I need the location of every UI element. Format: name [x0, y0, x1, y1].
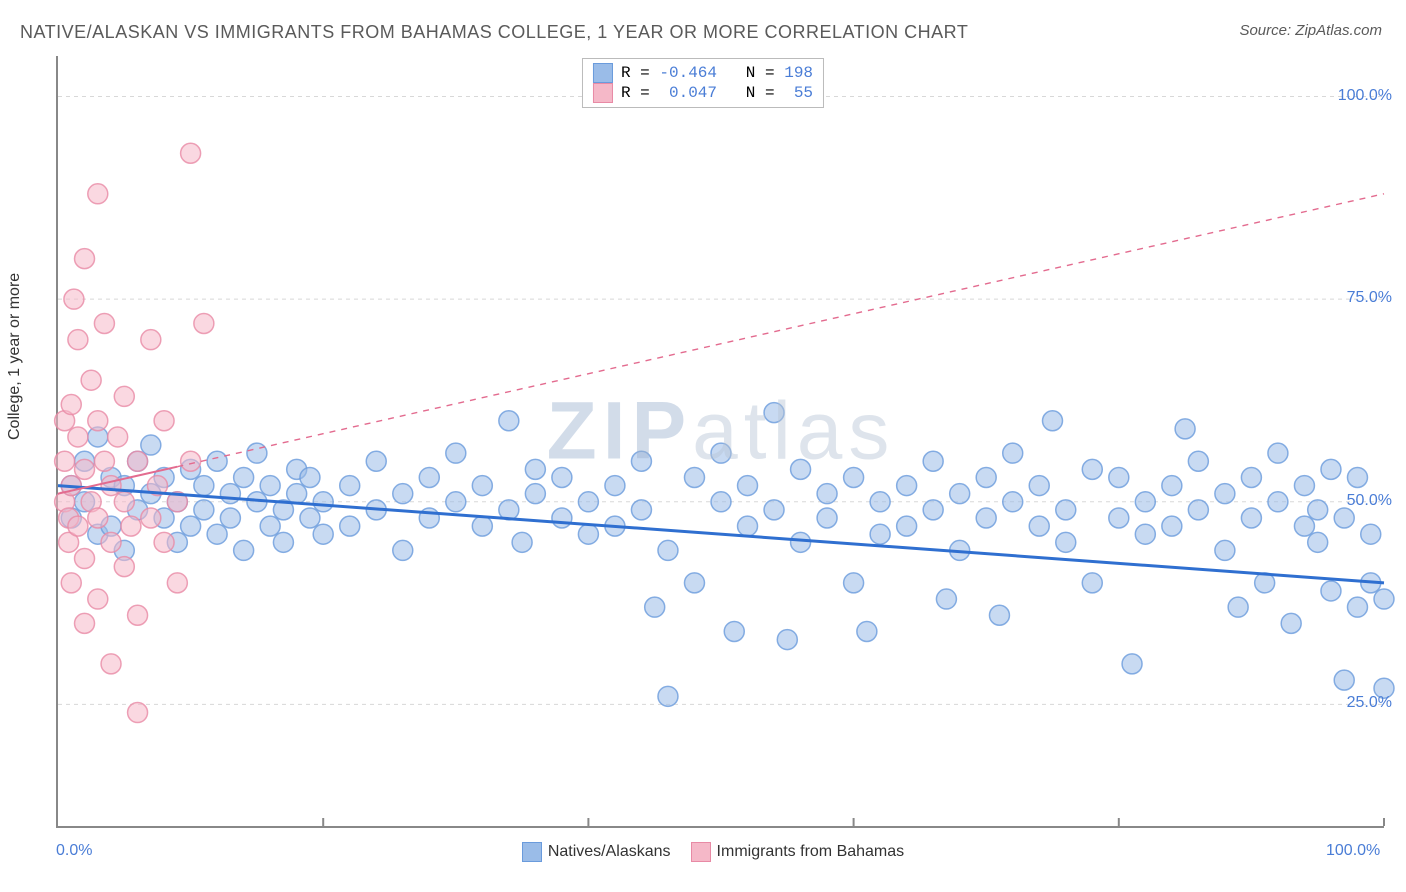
- y-axis-label: College, 1 year or more: [6, 273, 24, 440]
- y-tick-label: 25.0%: [1347, 694, 1392, 712]
- y-tick-label: 50.0%: [1347, 492, 1392, 510]
- legend-swatch: [522, 842, 542, 862]
- legend-swatch: [593, 83, 613, 103]
- plot-svg: [58, 56, 1384, 826]
- source-attribution: Source: ZipAtlas.com: [1239, 22, 1382, 39]
- legend-label: Natives/Alaskans: [548, 843, 671, 860]
- plot-area: ZIPatlas: [56, 56, 1384, 828]
- legend-stat-row: R = 0.047 N = 55: [593, 83, 813, 103]
- legend-swatch: [593, 63, 613, 83]
- legend-label: Immigrants from Bahamas: [717, 843, 905, 860]
- legend-swatch: [691, 842, 711, 862]
- legend-bottom: Natives/Alaskans Immigrants from Bahamas: [0, 842, 1406, 862]
- chart-container: NATIVE/ALASKAN VS IMMIGRANTS FROM BAHAMA…: [0, 0, 1406, 892]
- legend-stats-box: R = -0.464 N = 198R = 0.047 N = 55: [582, 58, 824, 108]
- legend-stat-row: R = -0.464 N = 198: [593, 63, 813, 83]
- y-tick-label: 75.0%: [1347, 289, 1392, 307]
- chart-title: NATIVE/ALASKAN VS IMMIGRANTS FROM BAHAMA…: [20, 22, 968, 43]
- y-tick-label: 100.0%: [1338, 87, 1392, 105]
